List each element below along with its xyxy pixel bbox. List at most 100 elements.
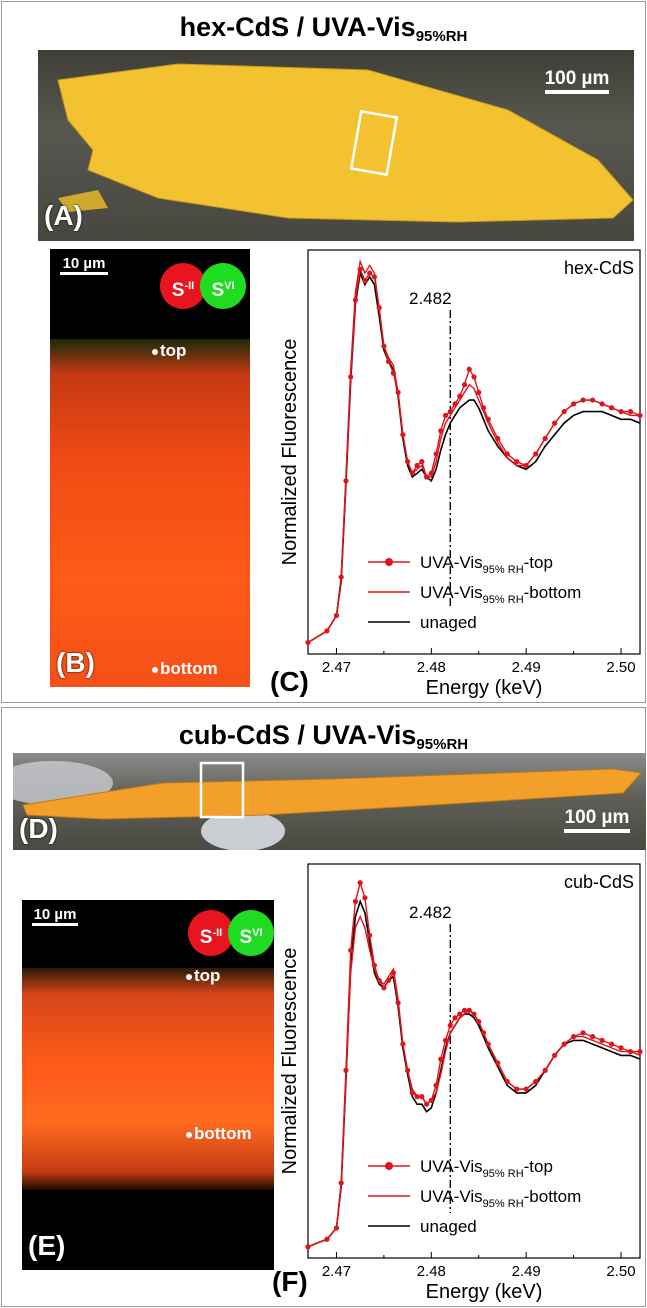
y-axis-label: Normalized Fluorescence [279,948,301,1175]
panel-c-chart: 2.47 2.48 2.49 2.50 Energy (keV) Normalized F… [270,246,646,702]
series-point [608,405,615,411]
series-point [471,1011,477,1017]
series-point [376,977,382,983]
series-point [504,451,510,457]
series-point [395,389,401,395]
series-point [480,1030,487,1036]
panel-b-letter: (B) [56,647,95,678]
series-point [438,1056,444,1062]
panel-b-xrf-map: 10 µm S-II SVI top bottom (B) [50,249,250,687]
panel-b-scale-bar: 10 µm [54,255,114,275]
legend-entry-label: UVA-Vis95% RH-top [420,1157,553,1180]
series-point [381,343,387,349]
series-point [504,1079,510,1085]
series-point [438,428,444,434]
plot-frame [307,863,641,1259]
series-point [589,1034,596,1040]
series-point [433,451,439,457]
panel-b-map-image [50,339,250,687]
series-point [390,970,396,976]
panel-c-letter: (C) [270,666,309,697]
panel-b-s-legend: S-II SVI [160,263,250,309]
series-point [580,1030,586,1036]
panel-e-marker-top: top [186,966,220,986]
panel-a-letter: (A) [44,200,83,231]
series-point [514,1086,520,1092]
top-figure-title: hex-CdS / UVA-Vis95%RH [0,14,647,45]
series-point [461,1007,468,1013]
series-point [480,405,487,411]
panel-e-s-legend: S-II SVI [188,910,274,956]
series-point [324,628,330,634]
bottom-title-sub: 95%RH [416,736,469,753]
series-point [338,1180,344,1186]
series-point [348,947,354,953]
panel-d-scale-bar: 100 µm [551,807,643,833]
series-point [405,1067,411,1073]
legend-entry-label: UVA-Vis95% RH-bottom [420,1187,581,1210]
panel-a-sample-shape [57,63,634,223]
panel-e-scale-label: 10 µm [33,906,77,923]
series-point [461,382,468,388]
series-point [471,374,477,380]
series-point [523,1086,529,1092]
series-point [405,459,411,465]
panel-d-letter: (D) [19,813,58,844]
panel-e-letter: (E) [28,1230,66,1261]
series-point [386,358,392,365]
series-point [523,462,529,469]
series-point [428,470,434,476]
series-point [305,639,311,646]
series-point [608,1041,615,1047]
panel-a-micrograph: 100 µm (A) [38,50,634,241]
series-point [400,432,406,438]
series-point [352,898,359,905]
series-point [561,1041,567,1047]
x-tick-label: 2.49 [512,1263,541,1280]
legend-marker [385,1162,393,1170]
panel-f-letter: (F) [272,1266,308,1297]
series-point [542,1067,548,1073]
series-point [381,985,387,991]
series-point [533,451,539,457]
panel-b-marker-bottom: bottom [152,659,218,679]
series-point [495,435,501,442]
series-point [367,270,373,276]
series-point [466,1007,472,1013]
panel-b-marker-top: top [152,341,186,361]
y-axis-label: Normalized Fluorescence [279,339,301,566]
series-point [552,1052,558,1058]
series-point [376,305,382,311]
series-point [561,409,567,415]
series-point [466,366,472,372]
series-point [571,1034,577,1040]
x-axis-label: Energy (keV) [426,677,543,699]
legend-entry-label: UVA-Vis95% RH-top [420,553,553,576]
series-point [343,1067,349,1073]
panel-e-marker-bottom: bottom [186,1124,252,1144]
series-point [599,1037,605,1043]
series-point [618,1045,624,1051]
series-point [637,412,643,419]
chart-inner-label: cub-CdS [564,872,634,892]
series-point [357,266,363,272]
panel-a-scale-label: 100 µm [544,68,610,89]
series-point [485,416,491,422]
series-point [409,1090,415,1096]
series-point [627,1049,634,1055]
series-point [457,393,463,399]
chart-svg: 2.47 2.48 2.49 2.50 Energy (keV) Normalized F… [279,249,643,699]
series-point [452,401,458,407]
series-point [333,1225,340,1231]
series-point [571,401,577,407]
series-point [324,1236,330,1242]
s-vi-circle: SVI [200,263,246,309]
series-point [419,1094,425,1100]
series-point [447,1022,453,1028]
legend-entry-label: unaged [420,613,477,632]
x-axis-label: Energy (keV) [426,1281,543,1303]
series-point [386,977,392,983]
s-minus-ii-circle: S-II [160,263,206,309]
top-figure-frame [1,1,646,703]
series-point [495,1060,501,1066]
